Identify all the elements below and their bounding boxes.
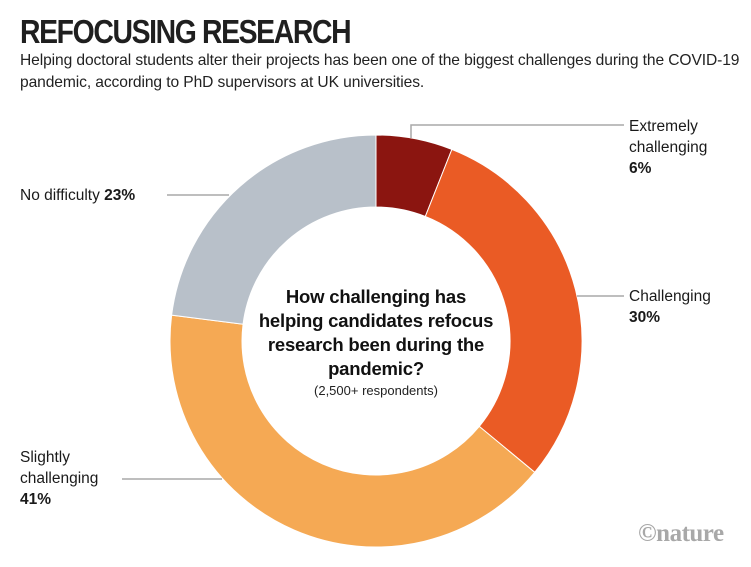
donut-slice-no-difficulty [171,134,377,325]
label-challenging: Challenging 30% [629,286,711,328]
label-nodiff-text: No difficulty [20,187,105,204]
label-extremely-line2: challenging [629,139,708,156]
label-extremely-challenging: Extremely challenging 6% [629,116,707,179]
label-challenging-line1: Challenging [629,288,711,305]
label-nodiff-value: 23% [104,187,136,204]
label-extremely-line1: Extremely [629,118,698,135]
label-slightly-line2: challenging [20,470,99,487]
donut-slice-slightly-challenging [169,314,536,548]
donut-slice-challenging [424,148,583,474]
nature-logo: ©nature [638,520,724,547]
label-slightly-challenging: Slightly challenging 41% [20,447,98,510]
chart-title: REFOCUSING RESEARCH [20,13,352,50]
chart-subtitle: Helping doctoral students alter their pr… [20,52,740,91]
label-extremely-value: 6% [629,160,652,177]
center-question: How challenging has helping candidates r… [258,286,494,379]
donut-slices [169,134,583,548]
label-no-difficulty: No difficulty 23% [20,185,135,206]
label-challenging-value: 30% [629,309,661,326]
leader-extremely-challenging [410,124,624,138]
leader-lines [122,124,624,480]
center-respondents: (2,500+ respondents) [314,383,438,398]
label-slightly-value: 41% [20,491,52,508]
label-slightly-line1: Slightly [20,449,70,466]
